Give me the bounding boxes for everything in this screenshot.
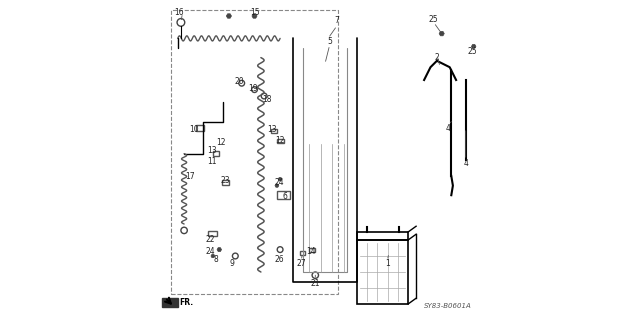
Text: 21: 21 (311, 279, 320, 288)
Text: 5: 5 (327, 37, 332, 46)
Text: 7: 7 (334, 16, 340, 25)
Text: 9: 9 (230, 260, 234, 268)
Text: 24: 24 (206, 247, 215, 256)
Text: 22: 22 (206, 236, 215, 244)
Text: FR.: FR. (179, 298, 194, 307)
Text: 18: 18 (262, 95, 272, 104)
Bar (196, 125, 204, 131)
Text: 23: 23 (221, 176, 231, 185)
Text: 4: 4 (446, 124, 451, 132)
Text: 27: 27 (296, 260, 306, 268)
Text: 14: 14 (306, 247, 317, 256)
Text: 10: 10 (190, 125, 199, 134)
Text: 25: 25 (468, 47, 477, 56)
Text: 24: 24 (275, 178, 284, 187)
Text: 15: 15 (250, 8, 260, 17)
Text: 20: 20 (234, 77, 244, 86)
Bar (271, 129, 276, 133)
Polygon shape (162, 298, 178, 307)
Text: 12: 12 (217, 138, 226, 147)
Bar (208, 231, 217, 236)
Text: 26: 26 (275, 255, 284, 264)
Text: 8: 8 (213, 255, 218, 264)
Bar (357, 232, 408, 240)
Text: SY83-B0601A: SY83-B0601A (424, 303, 472, 309)
Text: 13: 13 (268, 125, 277, 134)
Text: 17: 17 (186, 172, 196, 180)
Bar (309, 248, 315, 252)
Text: 25: 25 (429, 15, 438, 24)
Text: 4: 4 (463, 159, 468, 168)
Bar (222, 180, 229, 185)
Bar (277, 191, 290, 199)
Text: 11: 11 (208, 157, 217, 166)
Text: 6: 6 (282, 192, 287, 201)
Text: 19: 19 (248, 84, 258, 92)
Text: 12: 12 (275, 136, 285, 145)
Text: 13: 13 (208, 146, 217, 155)
Bar (357, 240, 408, 304)
Text: 16: 16 (175, 8, 184, 17)
Text: 2: 2 (434, 53, 440, 62)
Bar (299, 251, 305, 255)
Text: 1: 1 (385, 260, 390, 268)
Bar (213, 151, 219, 156)
Bar (276, 139, 283, 143)
